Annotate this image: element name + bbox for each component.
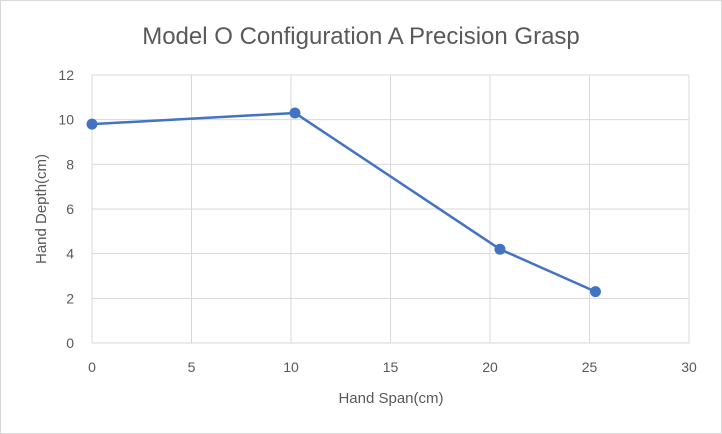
x-axis-label: Hand Span(cm) (338, 390, 443, 407)
data-point (494, 243, 506, 255)
series-line (91, 111, 596, 293)
y-tick-label: 10 (58, 112, 74, 128)
y-tick-label: 6 (66, 201, 74, 217)
tick-layer: 0 2 4 6 8 10 12 0 5 10 15 20 25 30 (58, 67, 697, 375)
data-point (589, 286, 601, 298)
grid-layer (91, 74, 690, 344)
x-tick-label: 5 (188, 359, 196, 375)
x-tick-label: 0 (88, 359, 96, 375)
y-axis-label: Hand Depth(cm) (33, 154, 50, 264)
series-layer (86, 107, 601, 298)
x-tick-label: 10 (283, 359, 299, 375)
data-point (86, 118, 98, 130)
y-tick-label: 12 (58, 67, 74, 83)
x-tick-label: 15 (383, 359, 399, 375)
x-tick-label: 25 (582, 359, 598, 375)
y-tick-label: 0 (66, 335, 74, 351)
chart-title: Model O Configuration A Precision Grasp (142, 23, 580, 50)
y-tick-label: 8 (66, 156, 74, 172)
x-tick-label: 30 (681, 359, 697, 375)
x-tick-label: 20 (482, 359, 498, 375)
y-tick-label: 4 (66, 246, 74, 262)
data-point (289, 107, 301, 119)
y-tick-label: 2 (66, 290, 74, 306)
